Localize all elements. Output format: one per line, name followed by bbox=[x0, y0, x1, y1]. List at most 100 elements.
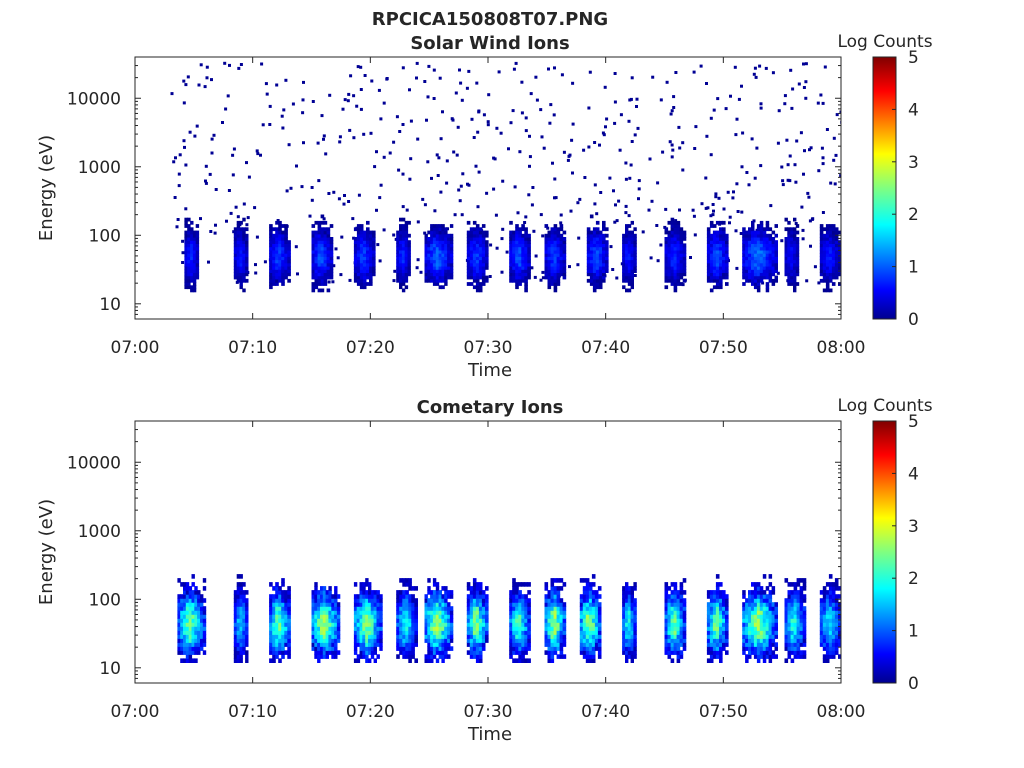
heatmap-cell bbox=[195, 240, 200, 244]
heatmap-cell bbox=[725, 282, 729, 286]
heatmap-cell bbox=[673, 282, 678, 286]
heatmap-cell bbox=[630, 594, 634, 599]
heatmap-cell bbox=[582, 586, 587, 591]
heatmap-cell bbox=[592, 253, 597, 257]
heatmap-cell bbox=[466, 650, 471, 655]
heatmap-cell bbox=[376, 606, 380, 611]
heatmap-cell bbox=[481, 246, 486, 251]
heatmap-cell bbox=[784, 266, 788, 270]
heatmap-cell bbox=[185, 658, 190, 663]
heatmap-cell bbox=[602, 243, 606, 248]
heatmap-cell bbox=[317, 654, 321, 659]
heatmap-cell bbox=[373, 622, 377, 627]
heatmap-cell bbox=[725, 642, 729, 647]
heatmap-cell bbox=[475, 658, 480, 663]
heatmap-cell bbox=[396, 249, 400, 254]
heatmap-cell bbox=[765, 224, 770, 228]
background-count-cell bbox=[437, 156, 441, 160]
heatmap-cell bbox=[585, 618, 590, 623]
heatmap-cell bbox=[762, 266, 767, 270]
background-count-cell bbox=[681, 168, 685, 172]
heatmap-cell bbox=[670, 237, 675, 241]
heatmap-cell bbox=[771, 626, 776, 631]
heatmap-cell bbox=[444, 249, 448, 254]
heatmap-cell bbox=[592, 237, 597, 241]
heatmap-cell bbox=[670, 220, 675, 225]
heatmap-cell bbox=[753, 638, 758, 643]
x-tick-label: 07:40 bbox=[581, 338, 630, 358]
heatmap-cell bbox=[553, 262, 558, 267]
background-count-cell bbox=[520, 80, 524, 84]
background-count-cell bbox=[401, 66, 405, 70]
heatmap-cell bbox=[768, 243, 773, 248]
heatmap-cell bbox=[682, 246, 687, 251]
heatmap-cell bbox=[185, 602, 190, 607]
background-count-cell bbox=[177, 184, 181, 188]
background-count-cell bbox=[712, 108, 716, 112]
heatmap-cell bbox=[336, 614, 341, 619]
background-count-cell bbox=[378, 196, 382, 200]
heatmap-cell bbox=[236, 224, 241, 228]
heatmap-cell bbox=[673, 638, 678, 643]
heatmap-cell bbox=[667, 602, 672, 607]
heatmap-cell bbox=[365, 646, 369, 651]
heatmap-cell bbox=[278, 658, 282, 663]
background-count-cell bbox=[409, 157, 413, 161]
heatmap-cell bbox=[595, 243, 600, 248]
background-count-cell bbox=[226, 94, 230, 98]
heatmap-cell bbox=[236, 634, 241, 639]
background-count-cell bbox=[750, 137, 754, 141]
heatmap-cell bbox=[365, 634, 369, 639]
heatmap-cell bbox=[602, 278, 606, 283]
heatmap-cell bbox=[317, 253, 322, 257]
background-count-cell bbox=[349, 74, 353, 78]
heatmap-cell bbox=[366, 256, 370, 261]
heatmap-cell bbox=[372, 272, 376, 277]
heatmap-cell bbox=[325, 598, 329, 603]
heatmap-cell bbox=[670, 626, 675, 631]
heatmap-cell bbox=[427, 630, 431, 635]
heatmap-cell bbox=[284, 642, 288, 647]
heatmap-cell bbox=[582, 614, 587, 619]
heatmap-cell bbox=[586, 256, 591, 261]
heatmap-cell bbox=[376, 626, 380, 631]
background-count-cell bbox=[699, 64, 703, 68]
heatmap-cell bbox=[373, 630, 377, 635]
heatmap-cell bbox=[774, 278, 778, 283]
background-count-cell bbox=[801, 228, 805, 232]
heatmap-cell bbox=[673, 630, 678, 635]
heatmap-cell bbox=[745, 630, 749, 635]
heatmap-cell bbox=[272, 253, 276, 257]
heatmap-cell bbox=[438, 240, 442, 244]
background-count-cell bbox=[460, 98, 464, 102]
heatmap-cell bbox=[682, 590, 687, 595]
heatmap-cell bbox=[742, 606, 746, 611]
heatmap-cell bbox=[765, 227, 770, 232]
heatmap-cell bbox=[712, 253, 717, 257]
heatmap-cell bbox=[334, 634, 338, 639]
heatmap-cell bbox=[742, 642, 746, 647]
heatmap-cell bbox=[633, 638, 637, 643]
heatmap-cell bbox=[521, 598, 525, 603]
heatmap-cell bbox=[236, 237, 241, 241]
heatmap-cell bbox=[521, 654, 525, 659]
heatmap-cell bbox=[427, 590, 431, 595]
heatmap-cell bbox=[322, 650, 327, 655]
heatmap-cell bbox=[184, 272, 188, 277]
heatmap-cell bbox=[762, 246, 767, 251]
heatmap-cell bbox=[825, 278, 830, 283]
heatmap-cell bbox=[187, 246, 191, 251]
background-count-cell bbox=[577, 236, 581, 240]
heatmap-cell bbox=[793, 646, 798, 651]
background-count-cell bbox=[817, 169, 821, 173]
heatmap-cell bbox=[828, 275, 833, 280]
heatmap-cell bbox=[753, 282, 758, 286]
heatmap-cell bbox=[625, 272, 629, 277]
heatmap-cell bbox=[184, 253, 188, 257]
heatmap-cell bbox=[472, 594, 477, 599]
scan-blob bbox=[233, 574, 249, 663]
heatmap-cell bbox=[556, 272, 561, 277]
background-count-cell bbox=[470, 117, 474, 121]
heatmap-cell bbox=[706, 240, 711, 244]
heatmap-cell bbox=[481, 606, 486, 611]
